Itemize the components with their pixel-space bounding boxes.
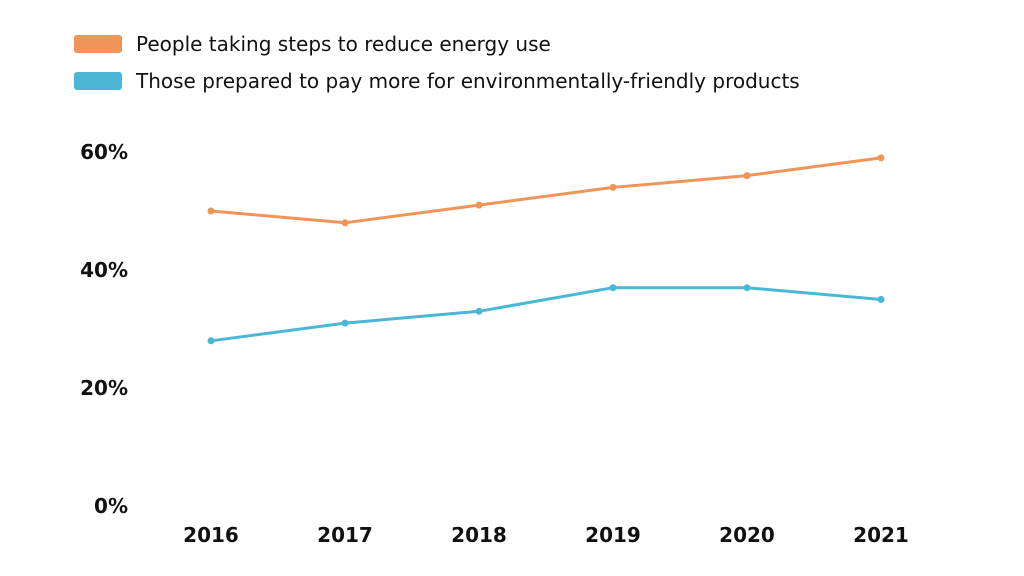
legend-label-2: Those prepared to pay more for environme… [135,69,800,93]
x-tick-label: 2017 [317,523,373,547]
y-tick-label: 20% [80,376,128,400]
x-tick-label: 2019 [585,523,641,547]
data-point-series-2 [207,337,215,345]
legend: People taking steps to reduce energy use… [74,32,800,93]
data-point-series-2 [609,284,617,292]
plot-area [207,154,885,345]
x-tick-label: 2018 [451,523,507,547]
series-line-1 [209,156,883,225]
x-axis: 2016 2017 2018 2019 2020 2021 [183,523,909,547]
legend-label-1: People taking steps to reduce energy use [136,32,551,56]
series-line-2 [209,286,883,343]
y-tick-label: 60% [80,140,128,164]
legend-swatch-1 [74,35,122,53]
data-point-series-1 [877,154,885,162]
y-tick-label: 0% [94,494,128,518]
x-tick-label: 2016 [183,523,239,547]
data-point-series-1 [207,207,215,215]
data-point-series-2 [877,296,885,303]
legend-swatch-2 [74,72,122,90]
y-tick-label: 40% [80,258,128,282]
data-point-series-1 [475,201,483,209]
data-point-series-2 [341,319,349,327]
x-tick-label: 2021 [853,523,909,547]
data-point-series-2 [743,284,751,292]
data-point-series-1 [609,183,617,191]
data-point-series-1 [743,172,751,180]
y-axis: 0% 20% 40% 60% [80,140,128,518]
x-tick-label: 2020 [719,523,775,547]
data-point-series-1 [341,219,349,227]
data-point-series-2 [475,307,483,315]
